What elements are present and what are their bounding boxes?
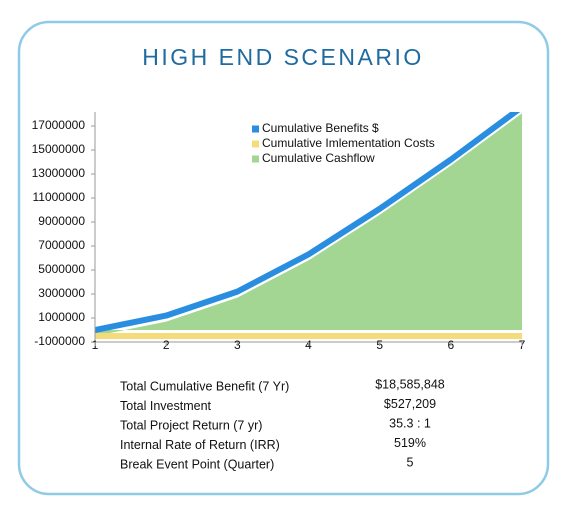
series-line — [95, 112, 521, 333]
panel — [17, 20, 550, 496]
summary-label: Total Investment — [120, 399, 212, 413]
legend-label: Cumulative Imlementation Costs — [262, 136, 435, 150]
y-tick-label: 3000000 — [38, 286, 85, 300]
y-tick-label: 7000000 — [38, 238, 85, 252]
legend-swatch — [252, 155, 259, 163]
summary-value: $18,585,848 — [375, 377, 445, 391]
y-tick-label: -1000000 — [34, 334, 85, 348]
y-tick-label: 17000000 — [32, 118, 86, 132]
summary-value: 5 — [407, 455, 414, 469]
y-tick-label: 15000000 — [32, 142, 86, 156]
y-tick-label: 13000000 — [32, 166, 86, 180]
legend-swatch — [252, 140, 259, 148]
y-tick-label: 11000000 — [33, 190, 86, 204]
summary-value: 35.3 : 1 — [389, 416, 431, 430]
cashflow-area — [95, 113, 522, 337]
legend-label: Cumulative Benefits $ — [262, 121, 379, 135]
legend-label: Cumulative Cashflow — [262, 151, 375, 165]
summary-label: Internal Rate of Return (IRR) — [120, 438, 280, 452]
chart-title: HIGH END SCENARIO — [142, 44, 423, 70]
legend-swatch — [252, 125, 259, 133]
summary-label: Total Cumulative Benefit (7 Yr) — [120, 379, 289, 393]
summary-label: Break Event Point (Quarter) — [120, 457, 274, 471]
summary-value: $527,209 — [384, 397, 436, 411]
plot-area — [95, 112, 522, 339]
summary-value: 519% — [394, 436, 426, 450]
y-tick-label: 9000000 — [38, 214, 85, 228]
y-tick-label: 1000000 — [38, 310, 85, 324]
y-tick-label: 5000000 — [38, 262, 85, 276]
summary-label: Total Project Return (7 yr) — [120, 418, 262, 432]
